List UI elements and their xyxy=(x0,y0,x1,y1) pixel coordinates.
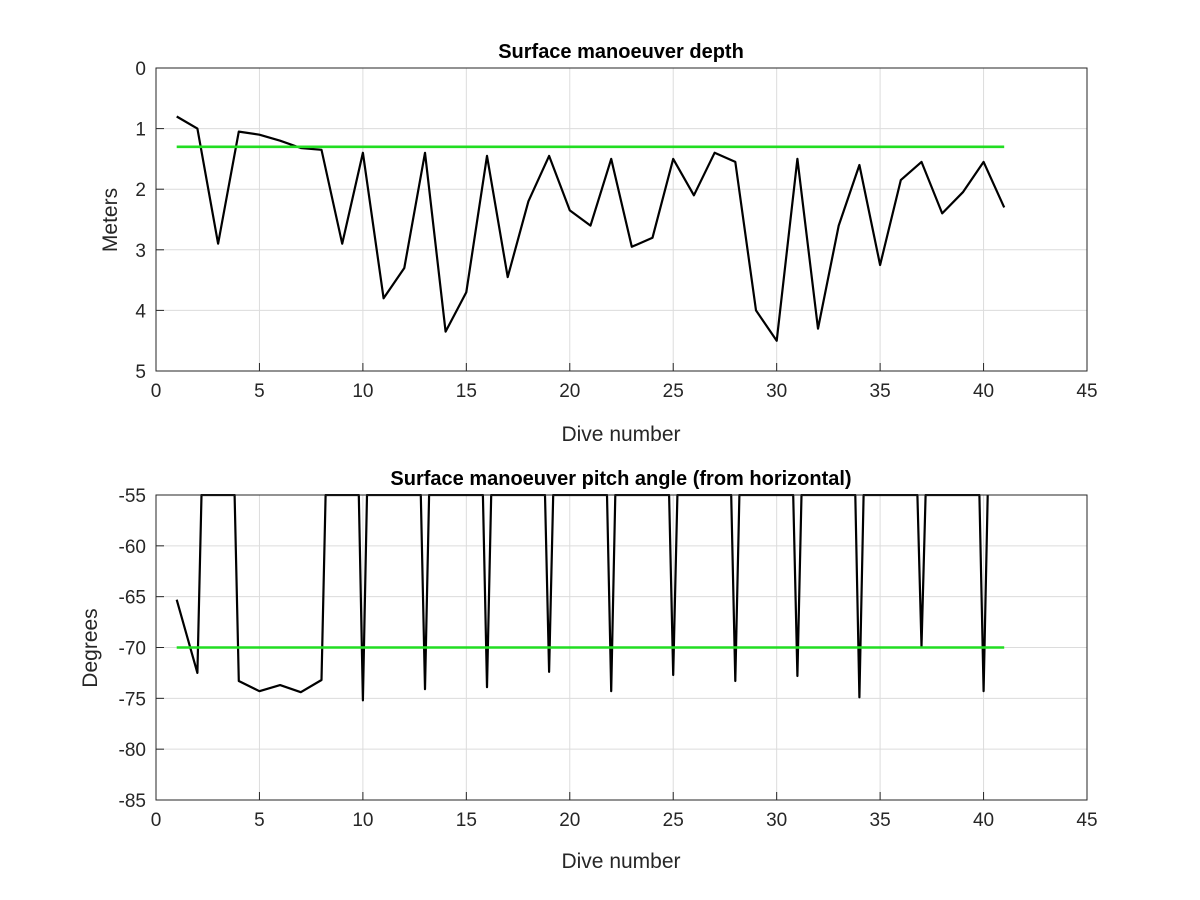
pitch-x-tick-label: 0 xyxy=(151,810,162,831)
pitch-x-tick-label: 10 xyxy=(352,810,373,831)
pitch-y-tick-label: -55 xyxy=(119,486,146,507)
depth-x-tick-label: 30 xyxy=(766,381,787,402)
depth-y-tick-label: 4 xyxy=(135,301,146,322)
depth-x-tick-label: 40 xyxy=(973,381,994,402)
depth-series xyxy=(176,115,1006,342)
pitch-x-tick-label: 25 xyxy=(663,810,684,831)
pitch-y-tick-label: -75 xyxy=(119,689,146,710)
pitch-x-tick-label: 35 xyxy=(870,810,891,831)
depth-x-tick-label: 25 xyxy=(663,381,684,402)
pitch-y-axis-label: Degrees xyxy=(79,608,102,687)
depth-y-tick-label: 0 xyxy=(135,59,146,80)
pitch-chart: 0 5 10 15 20 25 30 35 40 45-55-60-65-70-75-80-85 … xyxy=(79,468,1098,873)
pitch-x-tick-label: 15 xyxy=(456,810,477,831)
depth-axes-box xyxy=(155,67,1088,372)
depth-x-axis-label: Dive number xyxy=(561,423,680,446)
depth-y-tick-label: 1 xyxy=(135,120,146,141)
depth-y-tick-label: 3 xyxy=(135,241,146,262)
pitch-y-tick-label: -60 xyxy=(119,537,146,558)
depth-chart-title: Surface manoeuver depth xyxy=(498,41,744,63)
pitch-y-tick-label: -65 xyxy=(119,588,146,609)
depth-data-line xyxy=(176,115,1006,342)
depth-x-tick-label: 45 xyxy=(1076,381,1097,402)
depth-x-tick-label: 10 xyxy=(352,381,373,402)
pitch-ticks: 0 5 10 15 20 25 30 35 40 45 -55 -60 -65 -70 -75 -80 -85 xyxy=(119,486,1098,831)
depth-plot-area xyxy=(156,68,1087,371)
pitch-x-axis-label: Dive number xyxy=(561,850,680,873)
pitch-x-tick-label: 40 xyxy=(973,810,994,831)
pitch-x-tick-label: 5 xyxy=(254,810,265,831)
depth-x-tick-label: 35 xyxy=(870,381,891,402)
depth-x-tick-label: 15 xyxy=(456,381,477,402)
pitch-y-tick-label: -70 xyxy=(119,639,146,660)
pitch-chart-title: Surface manoeuver pitch angle (from hori… xyxy=(390,468,851,490)
pitch-x-tick-label: 20 xyxy=(559,810,580,831)
depth-x-tick-label: 0 xyxy=(151,381,162,402)
depth-x-tick-label: 20 xyxy=(559,381,580,402)
depth-y-tick-label: 2 xyxy=(135,180,146,201)
pitch-y-tick-label: -85 xyxy=(119,791,146,812)
pitch-y-tick-label: -80 xyxy=(119,740,146,761)
pitch-x-tick-label: 45 xyxy=(1076,810,1097,831)
depth-y-tick-label: 5 xyxy=(135,362,146,383)
depth-y-axis-label: Meters xyxy=(99,188,122,252)
depth-x-tick-label: 5 xyxy=(254,381,265,402)
pitch-x-tick-label: 30 xyxy=(766,810,787,831)
